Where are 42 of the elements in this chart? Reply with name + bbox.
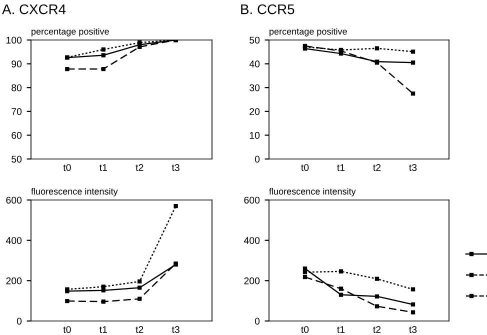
x-tick-label: t2 xyxy=(373,164,381,171)
x-tick-label: t1 xyxy=(99,326,107,333)
y-tick-label: 60 xyxy=(12,132,22,139)
x-tick-label: t3 xyxy=(409,164,417,171)
y-axis-title: percentage positive xyxy=(32,28,109,36)
y-tick-label: 200 xyxy=(244,277,260,284)
y-tick-label: 50 xyxy=(250,36,260,44)
y-tick-label: 600 xyxy=(6,196,22,204)
y-tick-label: 40 xyxy=(249,60,260,68)
y-tick-label: 20 xyxy=(250,108,260,116)
x-tick-label: t0 xyxy=(63,164,71,171)
y-tick-label: 0 xyxy=(254,156,260,163)
y-tick-label: 0 xyxy=(254,318,260,325)
x-tick-label: t0 xyxy=(301,326,309,333)
y-tick-label: 200 xyxy=(6,277,22,284)
x-tick-label: t0 xyxy=(63,326,71,333)
y-tick-label: 30 xyxy=(250,84,260,92)
chart-title: B. CCR5 xyxy=(241,4,294,14)
x-tick-label: t1 xyxy=(337,164,345,171)
y-tick-label: 400 xyxy=(244,237,260,244)
y-tick-label: 10 xyxy=(250,132,260,139)
y-tick-label: 400 xyxy=(6,237,22,244)
x-tick-label: t0 xyxy=(301,164,309,171)
x-tick-label: t2 xyxy=(136,326,144,333)
y-tick-label: 70 xyxy=(12,108,22,116)
x-tick-label: t2 xyxy=(373,326,381,333)
y-axis-title: fluorescence intensity xyxy=(31,188,118,196)
y-axis-title: percentage positive xyxy=(270,28,347,36)
chart-title: A. CXCR4 xyxy=(2,4,66,14)
x-tick-label: t3 xyxy=(172,164,180,171)
x-tick-label: t3 xyxy=(172,326,180,333)
y-axis-title: fluorescence intensity xyxy=(269,188,356,196)
x-tick-label: t2 xyxy=(136,164,144,171)
x-tick-label: t1 xyxy=(337,326,345,333)
y-tick-label: 50 xyxy=(12,156,22,163)
y-tick-label: 0 xyxy=(16,318,22,325)
y-tick-label: 80 xyxy=(12,84,22,92)
x-tick-label: t1 xyxy=(99,164,107,171)
y-tick-label: 100 xyxy=(6,36,22,44)
y-tick-label: 600 xyxy=(244,196,260,204)
y-tick-label: 90 xyxy=(12,60,22,68)
x-tick-label: t3 xyxy=(409,326,417,333)
